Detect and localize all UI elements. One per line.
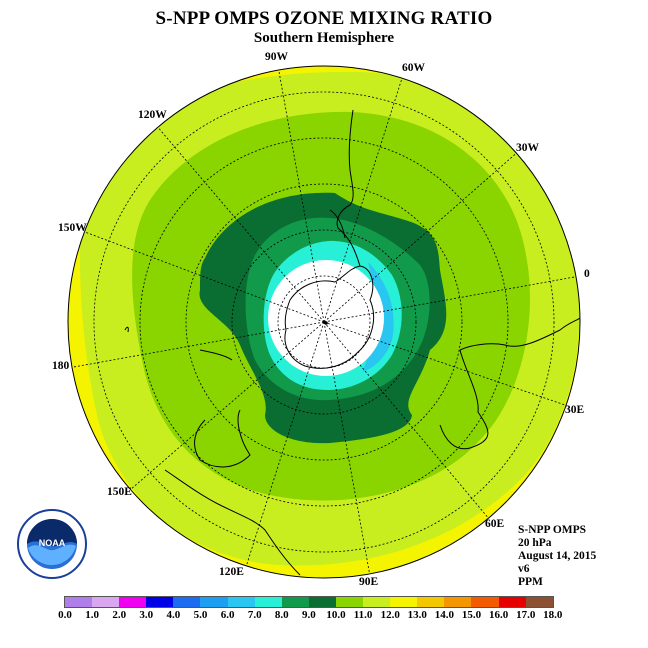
- version-label: v6: [518, 563, 530, 575]
- legend-tick-label: 18.0: [543, 609, 563, 621]
- meridian-lines: [68, 66, 580, 577]
- noaa-logo: NOAA: [17, 509, 87, 579]
- legend-tick-label: 6.0: [220, 609, 235, 621]
- legend-swatch: [227, 597, 255, 607]
- legend-swatch: [444, 597, 472, 607]
- lon-label-90w: 90W: [265, 51, 288, 63]
- legend-tick-label: 8.0: [274, 609, 289, 621]
- legend-tick-label: 13.0: [407, 609, 427, 621]
- legend-swatch: [471, 597, 499, 607]
- lon-label-150e: 150E: [107, 486, 132, 498]
- legend-tick-label: 17.0: [516, 609, 536, 621]
- lon-label-60w: 60W: [402, 62, 425, 74]
- date-label: August 14, 2015: [518, 550, 597, 562]
- lon-label-150w: 150W: [58, 222, 87, 234]
- noaa-logo-text: NOAA: [39, 538, 66, 548]
- units-label: PPM: [518, 576, 543, 588]
- legend-tick-label: 2.0: [112, 609, 127, 621]
- legend-swatch: [525, 597, 553, 607]
- legend-tick-label: 10.0: [326, 609, 346, 621]
- legend-tick-label: 3.0: [139, 609, 154, 621]
- legend-swatch: [92, 597, 120, 607]
- lon-label-60e: 60E: [485, 518, 505, 530]
- legend-swatch: [390, 597, 418, 607]
- legend-swatch: [119, 597, 147, 607]
- lon-label-120w: 120W: [138, 109, 167, 121]
- lon-label-120e: 120E: [219, 566, 244, 578]
- legend-swatch: [498, 597, 526, 607]
- instrument-label: S-NPP OMPS: [518, 524, 587, 536]
- latitude-circles: [93, 91, 555, 553]
- map-subtitle: Southern Hemisphere: [253, 30, 395, 46]
- legend-swatch: [363, 597, 391, 607]
- lon-label-0: 0: [584, 268, 590, 280]
- legend-swatch: [281, 597, 309, 607]
- coastlines: [124, 109, 580, 576]
- lon-label-30e: 30E: [565, 404, 585, 416]
- pressure-level-label: 20 hPa: [518, 537, 552, 549]
- legend-tick-label: 11.0: [353, 609, 373, 621]
- legend-tick-label: 5.0: [193, 609, 208, 621]
- legend-swatch: [146, 597, 174, 607]
- lon-label-180: 180: [52, 360, 70, 372]
- legend-swatch: [200, 597, 228, 607]
- legend-swatch: [417, 597, 445, 607]
- legend-tick-label: 16.0: [488, 609, 509, 621]
- legend-tick-label: 14.0: [434, 609, 455, 621]
- legend-swatch: [335, 597, 364, 607]
- legend-tick-label: 9.0: [302, 609, 316, 621]
- product-info: S-NPP OMPS 20 hPa August 14, 2015 v6 PPM: [518, 524, 596, 589]
- legend-tick-label: 7.0: [247, 609, 262, 621]
- color-legend: [64, 596, 554, 608]
- legend-swatch: [173, 597, 201, 607]
- lon-label-30w: 30W: [516, 142, 539, 154]
- legend-swatch: [308, 597, 336, 607]
- legend-swatch: [254, 597, 282, 607]
- legend-tick-label: 0.0: [58, 609, 72, 621]
- map-boundary: [67, 65, 581, 579]
- lon-label-90e: 90E: [359, 576, 379, 588]
- map-title: S-NPP OMPS OZONE MIXING RATIO: [155, 8, 493, 29]
- legend-tick-label: 4.0: [166, 609, 181, 621]
- south-pole-marker: [324, 321, 328, 325]
- no-data-polar-cap: [268, 260, 384, 376]
- legend-swatch: [65, 597, 93, 607]
- legend-tick-label: 1.0: [85, 609, 99, 621]
- legend-tick-label: 12.0: [380, 609, 400, 621]
- legend-tick-label: 15.0: [461, 609, 482, 621]
